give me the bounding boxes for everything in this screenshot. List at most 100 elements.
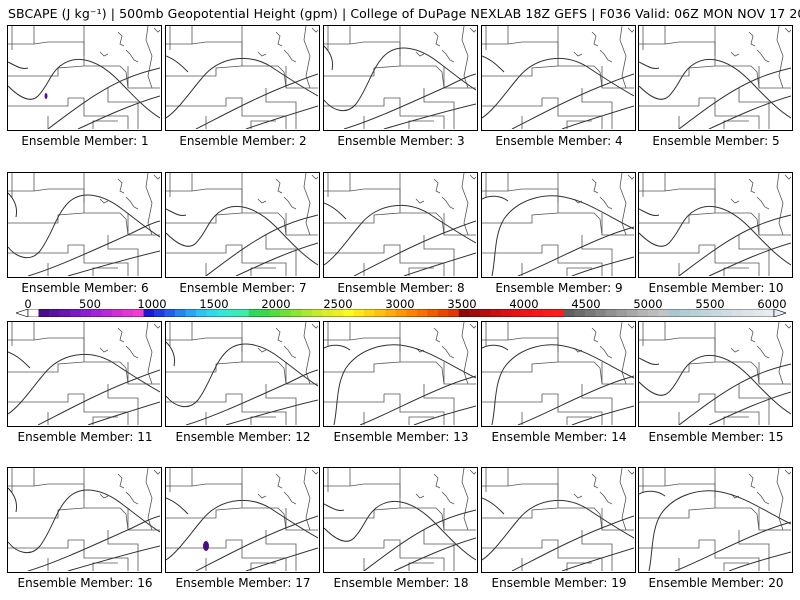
contour-line xyxy=(639,205,791,266)
boundary-line xyxy=(8,507,85,519)
boundary-line xyxy=(573,51,583,57)
colorbar-swatch xyxy=(80,309,92,317)
boundary-line xyxy=(591,473,599,489)
ensemble-member-label: Ensemble Member: 2 xyxy=(179,134,307,148)
map-canvas xyxy=(482,173,634,276)
boundary-line xyxy=(99,51,109,57)
height-contours xyxy=(324,45,476,129)
contour-line xyxy=(87,401,160,425)
ensemble-member-map-2 xyxy=(165,25,320,131)
boundary-line xyxy=(400,507,476,531)
height-contours xyxy=(8,192,160,276)
height-contours xyxy=(482,497,634,571)
contour-line xyxy=(393,537,476,571)
contour-line xyxy=(195,73,318,129)
contour-line xyxy=(648,490,791,571)
ensemble-member-label: Ensemble Member: 18 xyxy=(333,576,469,590)
colorbar-swatch xyxy=(721,309,733,317)
ensemble-member-map-9 xyxy=(481,172,636,278)
contour-line xyxy=(571,405,634,425)
state-boundaries xyxy=(482,173,634,276)
boundary-line xyxy=(99,347,109,353)
ensemble-member-map-13 xyxy=(323,321,478,427)
boundary-line xyxy=(384,97,445,129)
colorbar-tick-label: 6000 xyxy=(757,297,787,311)
colorbar-swatch xyxy=(731,309,743,317)
ensemble-member-label: Ensemble Member: 15 xyxy=(648,430,784,444)
boundary-line xyxy=(573,493,583,499)
boundary-line xyxy=(265,530,297,571)
map-canvas xyxy=(324,26,476,129)
colorbar-swatch xyxy=(437,309,449,317)
contour-line xyxy=(413,405,476,425)
colorbar-swatch xyxy=(595,309,607,317)
boundary-line xyxy=(250,267,276,276)
map-canvas xyxy=(639,322,791,425)
contour-line xyxy=(639,208,660,216)
map-canvas xyxy=(482,322,634,425)
boundary-line xyxy=(748,327,756,343)
boundary-line xyxy=(581,530,613,571)
colorbar-swatch xyxy=(101,309,113,317)
contour-line xyxy=(482,57,634,119)
contour-line xyxy=(166,499,318,561)
boundary-line xyxy=(8,483,85,498)
boundary-line xyxy=(125,345,139,359)
boundary-line xyxy=(92,267,118,276)
boundary-line xyxy=(723,416,749,425)
boundary-line xyxy=(166,212,243,224)
boundary-line xyxy=(639,337,716,352)
contour-line xyxy=(639,61,660,69)
contour-line xyxy=(639,490,666,497)
boundary-line xyxy=(303,322,311,385)
map-canvas xyxy=(482,468,634,571)
boundary-line xyxy=(8,337,85,352)
boundary-line xyxy=(250,562,276,571)
boundary-line xyxy=(8,361,85,373)
map-canvas xyxy=(166,468,318,571)
colorbar-swatch xyxy=(605,309,617,317)
colorbar-swatch xyxy=(500,309,512,317)
boundary-line xyxy=(400,361,476,385)
colorbar-swatch xyxy=(616,309,628,317)
boundary-line xyxy=(408,267,434,276)
colorbar-swatch xyxy=(196,309,207,317)
colorbar-swatch xyxy=(28,309,39,317)
colorbar-swatch xyxy=(311,309,323,317)
contour-line xyxy=(205,214,318,276)
boundary-line xyxy=(257,493,267,499)
boundary-line xyxy=(107,88,139,129)
contour-line xyxy=(166,55,189,73)
boundary-line xyxy=(558,65,634,89)
boundary-line xyxy=(166,394,227,403)
colorbar-swatch xyxy=(91,309,102,317)
state-boundaries xyxy=(8,173,160,276)
colorbar-swatch xyxy=(574,309,586,317)
boundary-line xyxy=(627,323,634,329)
contour-line xyxy=(166,208,187,216)
boundary-line xyxy=(469,27,476,33)
boundary-line xyxy=(433,327,441,343)
map-canvas xyxy=(639,468,791,571)
sbcape-colorbar xyxy=(16,309,786,317)
contour-line xyxy=(728,551,791,571)
ensemble-member-label: Ensemble Member: 20 xyxy=(648,576,784,590)
boundary-line xyxy=(542,244,603,276)
boundary-line xyxy=(84,212,160,236)
colorbar-swatch xyxy=(185,309,197,317)
boundary-line xyxy=(125,196,139,210)
boundary-line xyxy=(441,491,455,505)
colorbar-tick-label: 4000 xyxy=(509,297,539,311)
boundary-line xyxy=(400,65,476,89)
contour-line xyxy=(324,503,345,511)
boundary-line xyxy=(324,212,401,224)
boundary-line xyxy=(558,507,634,531)
ensemble-member-map-5 xyxy=(638,25,793,131)
contour-line xyxy=(708,391,791,425)
height-contours xyxy=(8,351,160,425)
state-boundaries xyxy=(324,468,476,571)
state-boundaries xyxy=(639,468,791,571)
boundary-line xyxy=(730,51,740,57)
boundary-line xyxy=(265,88,297,129)
colorbar-tick-label: 5000 xyxy=(633,297,663,311)
